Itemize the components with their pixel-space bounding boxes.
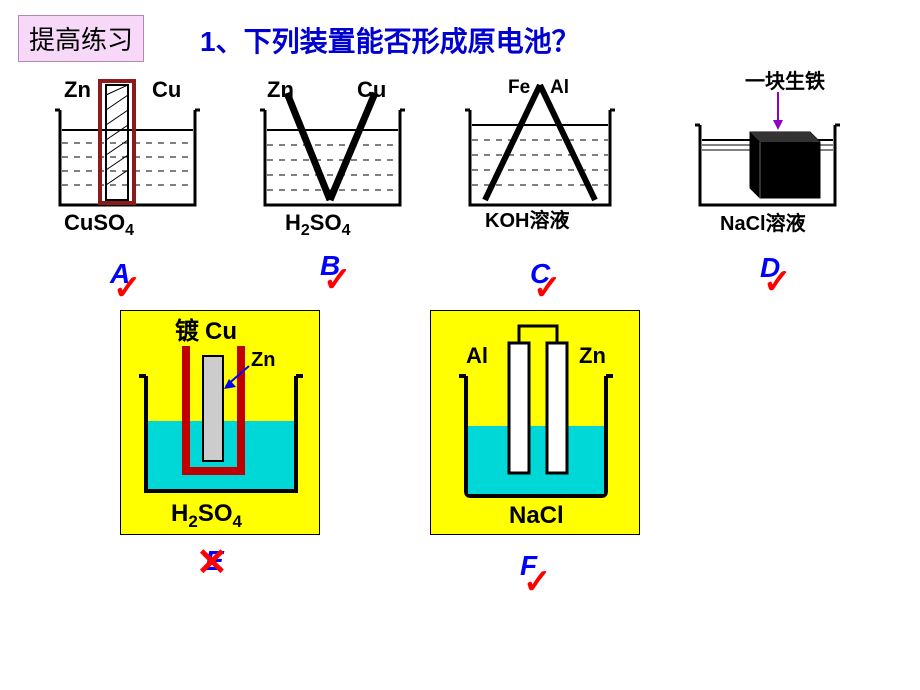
diagram-cell-A: Zn Cu CuSO4 <box>40 75 215 235</box>
C-right-electrode-label: Al <box>550 77 569 98</box>
E-solution-label: H2SO4 <box>171 500 243 531</box>
F-left-electrode-label: Al <box>466 343 488 368</box>
check-mark-C: ✓ <box>533 268 562 308</box>
D-top-label: 一块生铁 <box>745 65 825 94</box>
diagram-cell-B: Zn Cu H2SO4 <box>245 75 420 235</box>
A-solution-label: CuSO4 <box>64 210 134 235</box>
check-mark-F: ✓ <box>523 562 552 602</box>
diagram-cell-C: Fe Al KOH溶液 <box>450 75 630 235</box>
D-solution-label: NaCl溶液 <box>720 211 807 235</box>
question-text: 1、下列装置能否形成原电池？ <box>200 20 580 60</box>
cross-mark-E: ✕ <box>196 540 228 585</box>
diagram-cell-E: 镀 Cu Zn H2SO4 <box>120 310 320 535</box>
section-badge: 提高练习 <box>18 15 144 62</box>
diagram-cell-F: Al Zn NaCl <box>430 310 640 535</box>
C-left-electrode-label: Fe <box>508 77 530 98</box>
B-solution-label: H2SO4 <box>285 210 351 235</box>
E-inner-label: Zn <box>251 349 275 371</box>
F-right-electrode-label: Zn <box>579 343 606 368</box>
F-solution-label: NaCl <box>509 502 564 529</box>
check-mark-B: ✓ <box>323 260 352 300</box>
diagram-cell-D: NaCl溶液 一块生铁 <box>675 70 860 240</box>
section-badge-text: 提高练习 <box>29 25 133 55</box>
check-mark-D: ✓ <box>763 262 792 302</box>
A-right-electrode-label: Cu <box>152 77 181 102</box>
E-top-electrode: Cu <box>205 318 237 345</box>
C-solution-label: KOH溶液 <box>485 208 570 232</box>
check-mark-A: ✓ <box>113 268 142 308</box>
A-left-electrode-label: Zn <box>64 77 91 102</box>
E-top-prefix: 镀 <box>175 318 200 345</box>
